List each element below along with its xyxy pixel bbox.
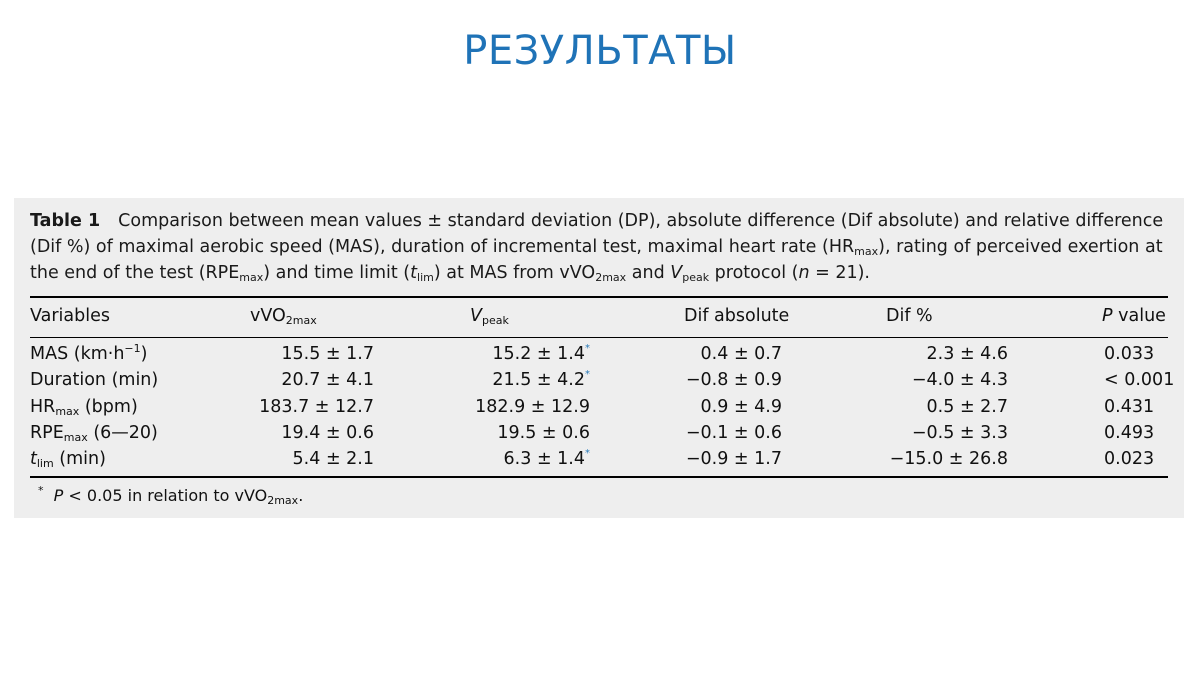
row-mas-p-value: 0.033 — [1104, 344, 1155, 364]
row-mas-vvo2max: 15.5 ± 1.7 — [281, 344, 374, 364]
caption-t: t — [410, 263, 418, 283]
row-rpemax-var-end: (6—20) — [87, 423, 158, 443]
row-rpemax-vpeak: 19.5 ± 0.6 — [497, 423, 590, 443]
footnote-text: < 0.05 in relation to vVO — [63, 486, 268, 505]
row-hrmax-variable: HRmax (bpm) — [30, 397, 138, 417]
row-duration-variable: Duration (min) — [30, 370, 159, 390]
row-mas-dif-percent: 2.3 ± 4.6 — [926, 344, 1008, 364]
header-vvo2max: vVO2max — [250, 306, 317, 326]
row-rpemax-var-main: RPE — [30, 423, 64, 443]
row-mas-dif-absolute: 0.4 ± 0.7 — [700, 344, 782, 364]
header-p-rest: value — [1112, 306, 1166, 326]
top-rule — [30, 296, 1168, 298]
caption-part-4: at the end of the test (RPE — [30, 237, 1163, 283]
table-footnote: * P < 0.05 in relation to vVO2max. — [38, 484, 304, 507]
header-rule — [30, 337, 1168, 338]
row-hrmax-var-main: HR — [30, 397, 56, 417]
row-tlim-var-main: t — [30, 449, 37, 469]
caption-part-7: and — [626, 263, 671, 283]
row-mas-vpeak: 15.2 ± 1.4* — [470, 343, 590, 365]
caption-part-2: (Dif %) of maximal aerobic speed (MAS), … — [30, 237, 855, 257]
row-mas-significance-mark: * — [585, 343, 590, 354]
caption-sub-hr: max — [854, 245, 879, 258]
header-vpeak: Vpeak — [470, 306, 509, 326]
row-duration-vpeak-value: 21.5 ± 4.2 — [492, 370, 585, 390]
header-variables: Variables — [30, 306, 110, 326]
row-mas-variable: MAS (km·h−1) — [30, 342, 148, 364]
row-mas-var-main: MAS (km·h — [30, 344, 125, 364]
footnote-mark: * — [38, 484, 44, 497]
caption-part-6: ) at MAS from vVO — [433, 263, 596, 283]
caption-part-9: = 21). — [809, 263, 870, 283]
slide-title: РЕЗУЛЬТАТЫ — [463, 28, 737, 74]
row-hrmax-dif-percent: 0.5 ± 2.7 — [926, 397, 1008, 417]
row-rpemax-var-sub: max — [63, 431, 88, 444]
header-dif-percent: Dif % — [886, 306, 933, 326]
row-tlim-vpeak: 6.3 ± 1.4* — [470, 448, 590, 470]
header-vpeak-main: V — [470, 306, 482, 326]
row-hrmax-var-sub: max — [55, 405, 80, 418]
row-duration-dif-percent: −4.0 ± 4.3 — [911, 370, 1008, 390]
row-mas-var-sup: −1 — [124, 342, 141, 355]
row-duration-p-value: < 0.001 — [1104, 370, 1175, 390]
caption-part-3: ), rating of perceived exertion — [878, 237, 1140, 257]
footnote-p: P — [53, 486, 64, 505]
row-tlim-var-end: (min) — [53, 449, 106, 469]
table-caption: Table 1 Comparison between mean values ± … — [30, 208, 1170, 286]
row-mas-vpeak-value: 15.2 ± 1.4 — [492, 344, 585, 364]
caption-sub-vvo: 2max — [595, 271, 627, 284]
caption-v: V — [670, 263, 683, 283]
header-p-italic: P — [1102, 306, 1113, 326]
caption-part-5: ) and time limit ( — [263, 263, 411, 283]
caption-sub-peak: peak — [682, 271, 710, 284]
table-panel: Table 1 Comparison between mean values ± … — [14, 198, 1184, 518]
row-tlim-var-sub: lim — [36, 457, 54, 470]
row-rpemax-vvo2max: 19.4 ± 0.6 — [281, 423, 374, 443]
row-rpemax-variable: RPEmax (6—20) — [30, 423, 158, 443]
row-hrmax-vvo2max: 183.7 ± 12.7 — [259, 397, 374, 417]
row-rpemax-dif-percent: −0.5 ± 3.3 — [911, 423, 1008, 443]
footnote-sub: 2max — [267, 494, 299, 507]
row-duration-vpeak: 21.5 ± 4.2* — [470, 369, 590, 391]
caption-sub-rpe: max — [239, 271, 264, 284]
row-tlim-variable: tlim (min) — [30, 449, 106, 469]
row-rpemax-p-value: 0.493 — [1104, 423, 1155, 443]
caption-part-8: protocol ( — [709, 263, 799, 283]
row-hrmax-dif-absolute: 0.9 ± 4.9 — [700, 397, 782, 417]
row-tlim-dif-absolute: −0.9 ± 1.7 — [685, 449, 782, 469]
row-tlim-vpeak-value: 6.3 ± 1.4 — [503, 449, 585, 469]
row-mas-var-end: ) — [140, 344, 148, 364]
header-vpeak-sub: peak — [481, 314, 509, 327]
table-label: Table 1 — [30, 211, 101, 231]
row-tlim-vvo2max: 5.4 ± 2.1 — [292, 449, 374, 469]
row-rpemax-dif-absolute: −0.1 ± 0.6 — [685, 423, 782, 443]
caption-n: n — [798, 263, 810, 283]
footnote-end: . — [298, 486, 304, 505]
header-vvo-main: vVO — [250, 306, 286, 326]
caption-part-1: Comparison between mean values ± standar… — [118, 211, 1164, 231]
header-p-value: P value — [1102, 306, 1166, 326]
row-hrmax-vpeak: 182.9 ± 12.9 — [475, 397, 590, 417]
row-hrmax-p-value: 0.431 — [1104, 397, 1155, 417]
row-tlim-p-value: 0.023 — [1104, 449, 1155, 469]
row-tlim-significance-mark: * — [585, 448, 590, 459]
row-hrmax-var-end: (bpm) — [79, 397, 138, 417]
header-vvo-sub: 2max — [285, 314, 317, 327]
header-dif-absolute: Dif absolute — [684, 306, 790, 326]
row-duration-significance-mark: * — [585, 369, 590, 380]
row-duration-vvo2max: 20.7 ± 4.1 — [281, 370, 374, 390]
row-tlim-dif-percent: −15.0 ± 26.8 — [889, 449, 1008, 469]
caption-sub-lim: lim — [417, 271, 434, 284]
bottom-rule — [30, 476, 1168, 478]
row-duration-dif-absolute: −0.8 ± 0.9 — [685, 370, 782, 390]
